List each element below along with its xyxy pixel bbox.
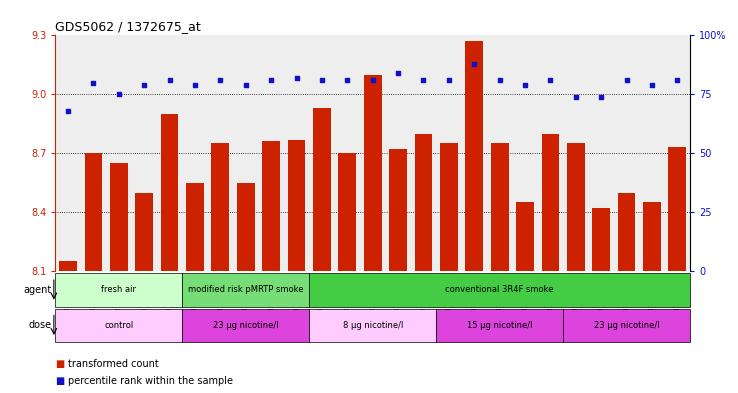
Text: GDS5062 / 1372675_at: GDS5062 / 1372675_at: [55, 20, 201, 33]
Bar: [55, 273, 182, 307]
Bar: [567, 143, 584, 271]
Bar: [669, 147, 686, 271]
Point: [621, 77, 632, 83]
Bar: [288, 140, 306, 271]
Text: transformed count: transformed count: [68, 358, 159, 369]
Text: agent: agent: [24, 285, 52, 295]
Text: 23 μg nicotine/l: 23 μg nicotine/l: [594, 321, 659, 330]
Bar: [309, 309, 436, 342]
Text: percentile rank within the sample: percentile rank within the sample: [68, 376, 233, 386]
Bar: [339, 153, 356, 271]
Point: [138, 82, 150, 88]
Point: [570, 94, 582, 100]
Point: [672, 77, 683, 83]
Point: [342, 77, 354, 83]
Text: control: control: [104, 321, 134, 330]
Point: [418, 77, 430, 83]
Bar: [59, 261, 77, 271]
Text: ■: ■: [55, 358, 65, 369]
Text: dose: dose: [29, 320, 52, 330]
Bar: [643, 202, 661, 271]
Bar: [542, 134, 559, 271]
Bar: [309, 273, 690, 307]
Point: [316, 77, 328, 83]
Text: fresh air: fresh air: [101, 285, 137, 294]
Bar: [466, 41, 483, 271]
Bar: [237, 183, 255, 271]
Bar: [436, 309, 563, 342]
Bar: [440, 143, 458, 271]
Point: [265, 77, 277, 83]
Point: [443, 77, 455, 83]
Bar: [389, 149, 407, 271]
Bar: [593, 208, 610, 271]
Text: 15 μg nicotine/l: 15 μg nicotine/l: [467, 321, 532, 330]
Point: [164, 77, 176, 83]
Point: [189, 82, 201, 88]
Point: [113, 91, 125, 97]
Bar: [491, 143, 508, 271]
Point: [519, 82, 531, 88]
Bar: [313, 108, 331, 271]
Point: [469, 61, 480, 67]
Point: [392, 70, 404, 76]
Point: [494, 77, 506, 83]
Point: [646, 82, 658, 88]
Bar: [618, 193, 635, 271]
Bar: [563, 309, 690, 342]
Bar: [55, 309, 182, 342]
Bar: [135, 193, 153, 271]
Point: [88, 79, 100, 86]
Point: [215, 77, 227, 83]
Bar: [262, 141, 280, 271]
Bar: [110, 163, 128, 271]
Text: conventional 3R4F smoke: conventional 3R4F smoke: [445, 285, 554, 294]
Bar: [85, 153, 103, 271]
Bar: [182, 273, 309, 307]
Bar: [182, 309, 309, 342]
Point: [596, 94, 607, 100]
Bar: [186, 183, 204, 271]
Text: modified risk pMRTP smoke: modified risk pMRTP smoke: [188, 285, 303, 294]
Bar: [161, 114, 179, 271]
Bar: [415, 134, 432, 271]
Text: ■: ■: [55, 376, 65, 386]
Bar: [212, 143, 230, 271]
Point: [240, 82, 252, 88]
Point: [62, 108, 74, 114]
Text: 23 μg nicotine/l: 23 μg nicotine/l: [213, 321, 278, 330]
Text: 8 μg nicotine/l: 8 μg nicotine/l: [342, 321, 403, 330]
Point: [291, 75, 303, 81]
Bar: [364, 75, 382, 271]
Bar: [516, 202, 534, 271]
Point: [545, 77, 556, 83]
Point: [367, 77, 379, 83]
